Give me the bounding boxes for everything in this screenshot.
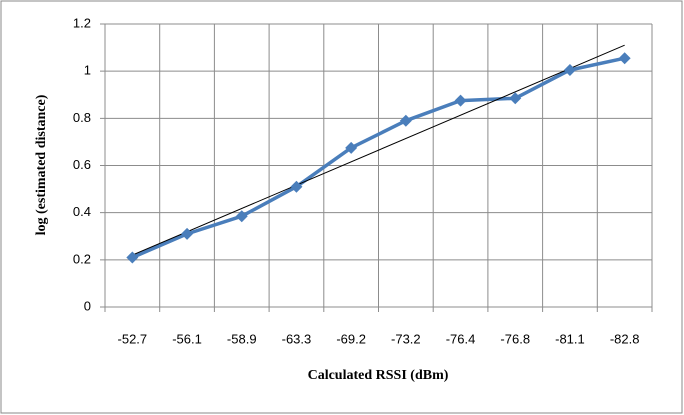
marker (290, 180, 303, 193)
x-tick-label: -73.2 (391, 331, 421, 346)
y-tick-label: 0.4 (73, 204, 91, 219)
x-tick-label: -76.8 (500, 331, 530, 346)
x-axis-title: Calculated RSSI (dBm) (308, 368, 449, 383)
trendline (132, 44, 625, 256)
marker (235, 210, 248, 223)
x-tick-label: -81.1 (555, 331, 585, 346)
y-tick-label: 1.2 (73, 15, 91, 30)
marker (399, 114, 412, 127)
x-tick-label: -82.8 (610, 331, 640, 346)
y-axis-title: log (estimated distance) (34, 94, 49, 235)
marker (181, 227, 194, 240)
marker (454, 94, 467, 107)
data-line (131, 56, 626, 260)
marker (563, 63, 576, 76)
x-tick-label: -58.9 (227, 331, 257, 346)
marker (618, 52, 631, 65)
marker (126, 251, 139, 264)
x-tick-label: -52.7 (118, 331, 148, 346)
y-tick-label: 0 (84, 298, 91, 313)
marker (509, 92, 522, 105)
x-tick-label: -63.3 (282, 331, 312, 346)
y-tick-label: 0.2 (73, 251, 91, 266)
y-tick-label: 1 (84, 63, 91, 78)
x-tick-label: -56.1 (172, 331, 202, 346)
y-tick-label: 0.6 (73, 157, 91, 172)
marker (345, 141, 358, 154)
x-tick-label: -76.4 (446, 331, 476, 346)
y-tick-label: 0.8 (73, 110, 91, 125)
x-tick-label: -69.2 (336, 331, 366, 346)
